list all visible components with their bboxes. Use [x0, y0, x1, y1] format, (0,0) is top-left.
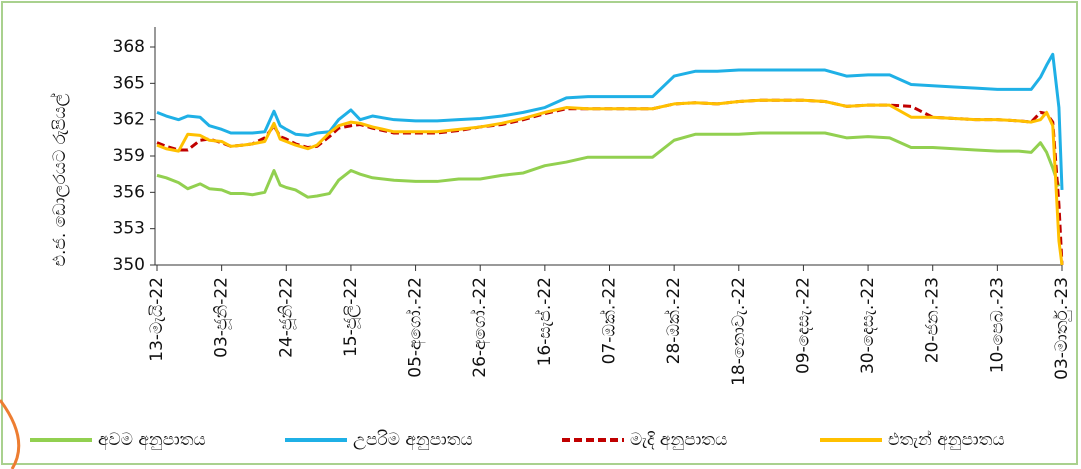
x-tick-label: 10-පෙබ.-23: [987, 277, 1007, 373]
x-tick-label: 15-ජූලි-22: [341, 277, 361, 357]
y-tick-label: 353: [113, 219, 145, 239]
y-tick-label: 350: [113, 255, 145, 275]
legend-label: අවම අනුපාතය: [98, 430, 206, 451]
x-tick-label: 30-දෙසැ.-22: [858, 277, 878, 374]
x-tick-label: 07-ඔක්.-22: [599, 277, 619, 364]
series-line: [156, 98, 1064, 266]
legend-label: එතැන් අනුපාතය: [888, 430, 1005, 451]
x-tick-label: 20-ජන.-23: [923, 277, 943, 363]
legend-label: මැදි අනුපාතය: [630, 430, 727, 451]
y-tick-label: 365: [113, 73, 145, 93]
legend-label: උපරිම අනුපාතය: [353, 430, 473, 451]
x-tick-label: 28-ඔක්.-22: [664, 277, 684, 364]
y-tick-label: 362: [113, 110, 145, 130]
x-tick-label: 09-දෙසැ.-22: [793, 277, 813, 374]
x-tick-label: 03-ජූනි-22: [212, 277, 232, 358]
x-tick-label: 26-අගෝ.-22: [470, 277, 491, 378]
y-tick-label: 368: [113, 37, 145, 57]
x-tick-label: 03-මාර්තු.-23: [1052, 277, 1072, 380]
corner-decoration: [0, 399, 21, 469]
x-tick-label: 05-අගෝ.-22: [406, 277, 427, 378]
x-tick-label: 13-මැයි-22: [147, 277, 167, 362]
y-tick-label: 356: [113, 182, 145, 202]
series-line: [156, 52, 1064, 190]
x-tick-label: 24-ජූනි-22: [276, 277, 296, 358]
y-tick-label: 359: [113, 146, 145, 166]
y-axis-title: එ.ජ. ඩොලරයට රුපියල්: [50, 93, 70, 266]
x-tick-label: 18-නොවැ.-22: [729, 277, 749, 386]
x-tick-label: 16-සැප්.-22: [535, 277, 555, 366]
series-line: [156, 131, 1061, 199]
